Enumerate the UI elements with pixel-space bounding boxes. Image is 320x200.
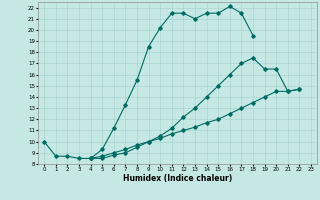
X-axis label: Humidex (Indice chaleur): Humidex (Indice chaleur) xyxy=(123,174,232,183)
